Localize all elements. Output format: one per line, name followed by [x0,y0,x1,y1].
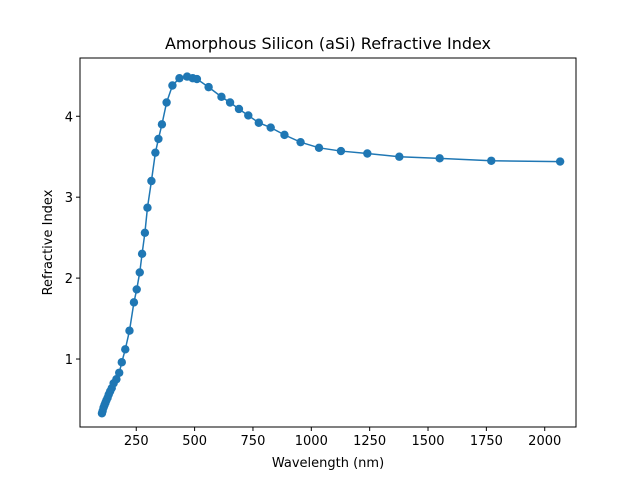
data-point [314,143,324,153]
data-point [296,137,305,147]
y-tick-label: 2 [65,272,73,287]
data-point [147,176,156,186]
chart-marks [97,72,565,418]
y-axis-label: Refractive Index [41,189,56,295]
x-tick-label: 250 [124,434,149,449]
y-tick-label: 1 [65,353,73,368]
plot-area [80,58,576,427]
data-point [225,98,235,107]
data-point [137,249,147,259]
data-point [363,149,372,158]
x-axis-label: Wavelength (nm) [272,456,384,471]
data-point [140,228,150,237]
x-tick-label: 1000 [295,434,328,449]
data-point [143,203,152,212]
data-point [154,134,163,144]
y-tick-label: 4 [65,110,73,125]
data-point [487,156,496,165]
data-point [117,358,126,367]
data-point [121,345,130,354]
data-point [254,118,263,127]
data-point [192,74,202,84]
x-tick-label: 500 [182,434,207,449]
data-point [244,111,253,120]
data-point [157,120,167,129]
x-tick-label: 1750 [470,434,503,449]
data-point [125,326,134,335]
data-point [175,74,184,83]
data-point [204,82,213,92]
data-point [112,375,121,384]
data-point [129,298,139,307]
data-point [168,81,177,90]
data-point [555,157,565,166]
data-point [266,123,275,132]
x-tick-label: 1500 [411,434,444,449]
x-tick-label: 2000 [528,434,561,449]
data-point [234,104,244,114]
x-tick-label: 750 [241,434,266,449]
data-point [217,92,226,102]
chart-title: Amorphous Silicon (aSi) Refractive Index [165,34,491,53]
data-point [115,368,124,377]
data-point [162,98,171,107]
x-tick-label: 1250 [353,434,386,449]
y-tick-label: 3 [65,191,73,206]
data-point [395,152,404,161]
data-point [435,154,444,163]
axis-ticks: 250 500 750 1000 1250 1500 1750 2000 1 2 3 4 [65,110,562,449]
data-point [135,268,144,277]
data-point [151,148,160,157]
data-point [336,146,346,156]
plot-frame [79,57,577,428]
data-point [132,285,141,294]
data-point [280,130,289,140]
